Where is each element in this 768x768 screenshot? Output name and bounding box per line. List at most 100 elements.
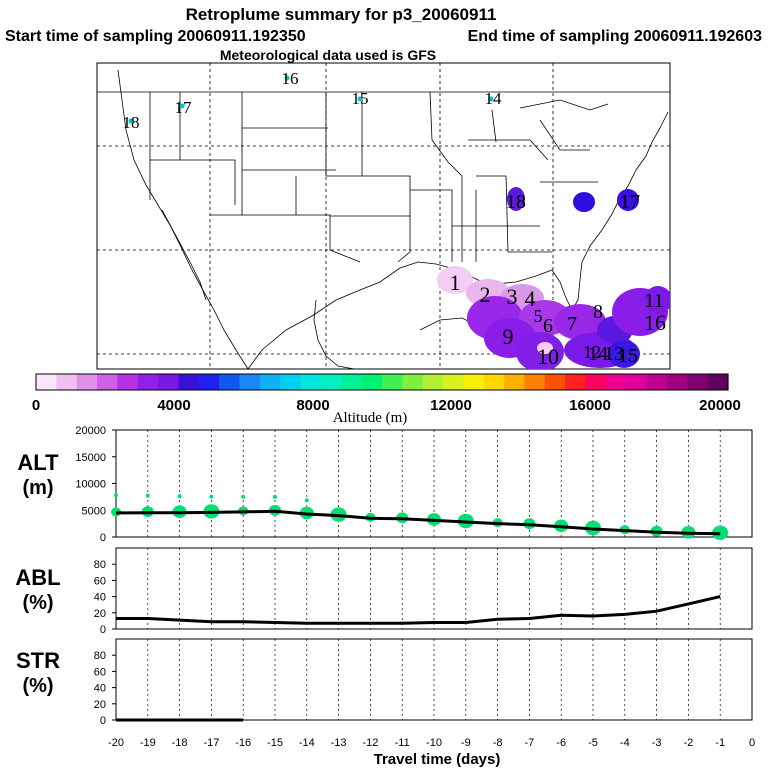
y-tick-label: 60 — [94, 666, 106, 678]
x-tick-label: -6 — [556, 737, 566, 749]
x-tick-label: -19 — [140, 737, 156, 749]
plume-label: 13 — [604, 343, 624, 365]
panel-ylabel-unit: (%) — [22, 592, 53, 614]
y-tick-label: 20 — [94, 699, 106, 711]
plume-label: 3 — [507, 284, 518, 309]
colorbar-tick-label: 8000 — [296, 397, 329, 414]
colorbar-cell — [219, 374, 241, 390]
colorbar-frame — [35, 373, 729, 391]
station-label: 17 — [175, 98, 193, 117]
panel-ylabel: STR — [16, 648, 60, 673]
colorbar-cell — [463, 374, 485, 390]
plume-blob — [554, 304, 606, 340]
x-tick-label: -3 — [652, 737, 662, 749]
colorbar-cell — [504, 374, 526, 390]
x-tick-label: -10 — [426, 737, 442, 749]
x-tick-label: -4 — [620, 737, 630, 749]
y-tick-label: 15000 — [75, 452, 106, 464]
plume-blob — [507, 187, 525, 211]
colorbar-cell — [585, 374, 607, 390]
station-label: 14 — [485, 89, 503, 108]
colorbar-cell — [443, 374, 465, 390]
x-tick-label: -1 — [715, 737, 725, 749]
station-label: 16 — [282, 69, 299, 88]
x-tick-label: -2 — [684, 737, 694, 749]
colorbar-cell — [402, 374, 424, 390]
colorbar-title: Altitude (m) — [333, 410, 408, 426]
panel-ylabel: ABL — [15, 565, 60, 590]
colorbar-cell — [300, 374, 322, 390]
series-line — [115, 509, 721, 536]
colorbar-cell — [666, 374, 688, 390]
colorbar-cell — [707, 374, 729, 390]
colorbar-cell — [178, 374, 200, 390]
plume-label: 15 — [618, 345, 638, 367]
altitude-dot-high — [304, 498, 309, 503]
colorbar-cell — [605, 374, 627, 390]
altitude-dot-high — [145, 493, 150, 498]
colorbar-cell — [198, 374, 220, 390]
plume-blob — [537, 342, 553, 354]
colorbar-cell — [36, 374, 57, 390]
x-tick-label: -18 — [172, 737, 188, 749]
y-tick-label: 40 — [94, 592, 106, 604]
colorbar-tick-label: 16000 — [569, 397, 611, 414]
y-tick-label: 80 — [94, 650, 106, 662]
y-tick-label: 60 — [94, 575, 106, 587]
panel-ylabel-unit: (%) — [22, 675, 53, 697]
altitude-dot-high — [209, 494, 214, 499]
station-marker — [284, 75, 290, 81]
colorbar-cell — [544, 374, 566, 390]
colorbar-cell — [422, 374, 444, 390]
colorbar-tick-label: 12000 — [430, 397, 472, 414]
altitude-dot-high — [241, 494, 246, 499]
panel-abl: 0 20 40 60 80 ABL(%) — [15, 547, 753, 636]
plume-blob — [573, 192, 595, 212]
plume-label: 17 — [620, 191, 640, 213]
plume-label: 7 — [567, 313, 577, 335]
plume-label: 2 — [480, 282, 491, 307]
station-marker — [128, 118, 134, 124]
start-time-label: Start time of sampling 20060911.192350 — [5, 28, 306, 45]
colorbar-cell — [158, 374, 180, 390]
colorbar-cell — [341, 374, 363, 390]
colorbar-cell — [320, 374, 342, 390]
colorbar-cell — [280, 374, 302, 390]
x-tick-label: 0 — [749, 737, 755, 749]
x-tick-label: -14 — [299, 737, 315, 749]
colorbar-tick-label: 20000 — [699, 397, 741, 414]
plume-label: 18 — [506, 191, 526, 213]
end-time-label: End time of sampling 20060911.192603 — [468, 28, 762, 45]
map-borders — [97, 91, 670, 263]
x-tick-label: -16 — [235, 737, 251, 749]
x-tick-label: -11 — [395, 737, 410, 749]
panel-ylabel: ALT — [17, 450, 59, 475]
panel-alt: 0 5000 10000 15000 20000 ALT(m) — [17, 425, 753, 544]
plume-label: 11 — [644, 290, 663, 312]
plume-label: 6 — [543, 315, 553, 337]
altitude-dot-high — [177, 494, 182, 499]
colorbar-cell — [524, 374, 546, 390]
station-label: 18 — [123, 113, 140, 132]
colorbar-cell — [565, 374, 587, 390]
x-tick-label: -5 — [588, 737, 598, 749]
y-tick-label: 20 — [94, 608, 106, 620]
panel-ylabel-unit: (m) — [22, 477, 53, 499]
panel-str: 0 20 40 60 80 STR(%) — [16, 638, 753, 727]
colorbar-cell — [97, 374, 119, 390]
y-tick-label: 0 — [100, 715, 106, 727]
plume-blob — [617, 189, 639, 211]
y-tick-label: 0 — [100, 532, 106, 544]
plume-label: 4 — [525, 286, 536, 311]
colorbar-cell — [117, 374, 139, 390]
colorbar-cell — [646, 374, 668, 390]
colorbar-cell — [76, 374, 98, 390]
plume-label: 14 — [588, 343, 608, 365]
colorbar-cell — [382, 374, 403, 390]
x-tick-label: -9 — [461, 737, 471, 749]
y-tick-label: 5000 — [82, 505, 106, 517]
retroplume-blobs — [437, 187, 670, 369]
station-marker — [357, 96, 363, 102]
station-markers: 16 15 14 17 18 — [123, 69, 503, 132]
